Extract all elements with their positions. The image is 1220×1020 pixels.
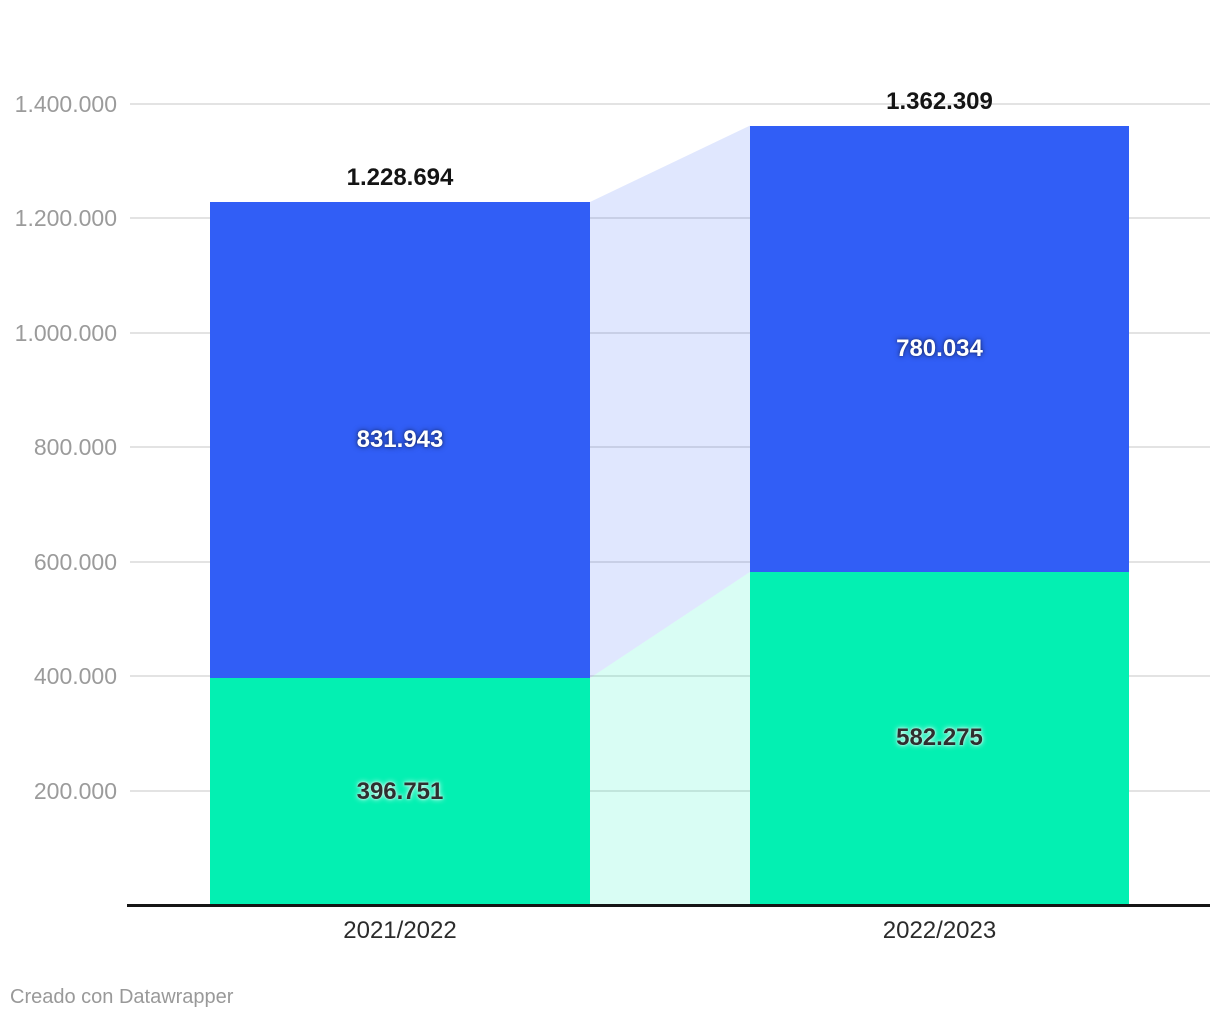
attribution: Creado con Datawrapper: [10, 984, 233, 1010]
bar-segment: [210, 202, 590, 678]
x-axis-line: [127, 904, 1210, 907]
gridline: [130, 331, 1210, 334]
gridline: [130, 675, 1210, 678]
gridline: [130, 560, 1210, 563]
segment-value-label: 831.943: [356, 426, 444, 453]
bar-segment: [750, 571, 1129, 905]
segment-value-label: 582.275: [896, 724, 983, 752]
y-tick-label: 1.400.000: [14, 91, 117, 117]
y-tick-label: 600.000: [33, 548, 117, 575]
y-tick-label: 800.000: [33, 434, 117, 461]
connector-band: [590, 125, 750, 679]
gridline: [130, 789, 1210, 792]
gridline: [130, 103, 1210, 105]
gridline: [130, 217, 1210, 220]
gridline: [130, 446, 1210, 449]
connector-band: [590, 571, 750, 905]
x-tick-label: 2021/2022: [343, 917, 457, 944]
segment-value-label: 396.751: [356, 777, 444, 805]
bar-segment: [750, 125, 1129, 572]
total-label: 1.228.694: [346, 164, 454, 191]
y-tick-label: 1.200.000: [14, 205, 117, 232]
x-tick-label: 2022/2023: [882, 917, 997, 944]
y-tick-label: 1.000.000: [14, 319, 117, 346]
bar-segment: [210, 678, 590, 905]
y-tick-label: 200.000: [33, 777, 117, 804]
y-tick-label: 400.000: [33, 663, 117, 690]
attribution-text: Creado con Datawrapper: [10, 986, 234, 1008]
total-label: 1.362.309: [886, 87, 993, 115]
segment-value-label: 780.034: [896, 334, 983, 362]
